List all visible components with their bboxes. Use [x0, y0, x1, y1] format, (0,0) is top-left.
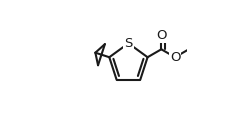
- Text: O: O: [156, 29, 167, 42]
- Text: O: O: [170, 51, 180, 64]
- Text: S: S: [124, 37, 133, 50]
